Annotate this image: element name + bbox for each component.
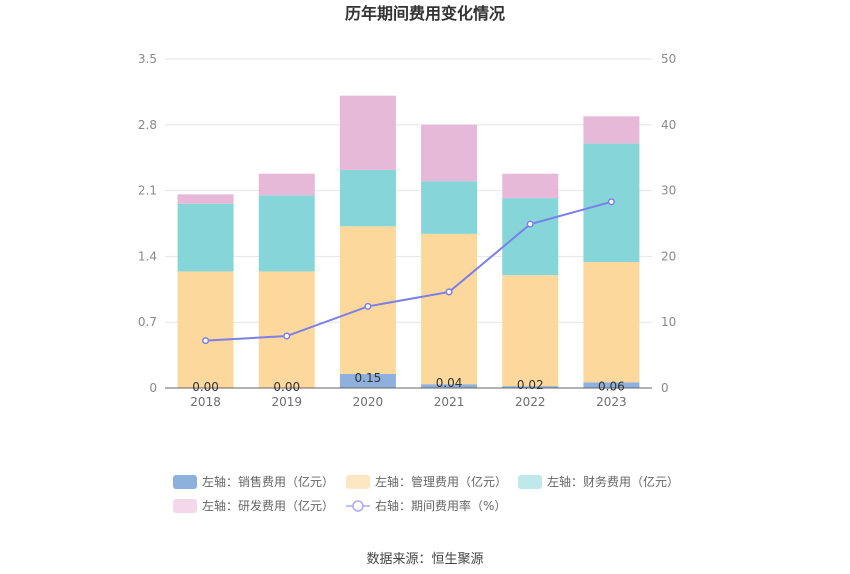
x-tick-label: 2020 xyxy=(353,395,384,409)
bar-2019-series-3 xyxy=(258,195,315,272)
right-tick-label: 10 xyxy=(661,315,676,329)
rate-line xyxy=(202,198,615,345)
source-note: 数据来源：恒生聚源 xyxy=(366,552,483,567)
x-tick-label: 2023 xyxy=(596,395,627,409)
bar-2020-series-2 xyxy=(339,226,396,374)
bar-2022-series-1 xyxy=(502,386,559,388)
legend-item-4[interactable]: 左轴：研发费用（亿元） xyxy=(173,498,334,513)
rate-point-2023 xyxy=(607,198,615,206)
data-label-2022: 0.02 xyxy=(517,378,544,392)
bar-2020-series-4 xyxy=(339,95,396,170)
legend-marker xyxy=(352,500,364,512)
right-tick-label: 30 xyxy=(661,184,676,198)
legend-swatch xyxy=(173,475,197,489)
legend-label: 右轴：期间费用率（%） xyxy=(375,498,506,513)
data-label-2021: 0.04 xyxy=(436,376,463,390)
legend-label: 左轴：销售费用（亿元） xyxy=(202,474,334,489)
rate-point-2021 xyxy=(445,288,453,296)
rate-point-2022 xyxy=(526,220,534,228)
bar-2020-series-3 xyxy=(339,169,396,227)
rate-point-2018 xyxy=(202,337,210,345)
left-tick-label: 3.5 xyxy=(138,52,157,66)
right-tick-label: 50 xyxy=(661,52,676,66)
left-tick-label: 2.1 xyxy=(138,184,157,198)
bar-2020-series-1 xyxy=(339,373,396,388)
bars xyxy=(177,95,640,388)
grid-lines xyxy=(165,58,652,323)
rate-point-2019 xyxy=(283,332,291,340)
bar-2022-series-4 xyxy=(502,173,559,199)
left-tick-label: 0 xyxy=(149,381,157,395)
x-tick-labels: 2018 2019 2020 2021 2022 2023 xyxy=(190,395,626,409)
left-tick-label: 0.7 xyxy=(138,315,157,329)
legend-item-1[interactable]: 左轴：销售费用（亿元） xyxy=(173,474,334,489)
legend-label: 左轴：财务费用（亿元） xyxy=(547,474,679,489)
data-label-2020: 0.15 xyxy=(355,371,382,385)
legend-item-5[interactable]: 右轴：期间费用率（%） xyxy=(346,498,506,513)
bar-2023-series-1 xyxy=(583,382,640,388)
chart-title: 历年期间费用变化情况 xyxy=(345,4,505,23)
data-labels: 0.00 0.00 0.15 0.04 0.02 0.06 xyxy=(192,371,625,394)
legend-label: 左轴：管理费用（亿元） xyxy=(375,474,507,489)
data-label-2018: 0.00 xyxy=(192,380,219,394)
rate-line-path xyxy=(205,200,612,342)
legend-item-2[interactable]: 左轴：管理费用（亿元） xyxy=(346,474,507,489)
bar-2021-series-4 xyxy=(421,124,478,182)
bar-2021-series-3 xyxy=(421,181,478,234)
legend-label: 左轴：研发费用（亿元） xyxy=(202,498,334,513)
legend: 左轴：销售费用（亿元） 左轴：管理费用（亿元） 左轴：财务费用（亿元） 左轴：研发费用… xyxy=(173,474,679,513)
bar-2022-series-3 xyxy=(502,198,559,276)
bar-2023-series-4 xyxy=(583,116,640,144)
legend-item-3[interactable]: 左轴：财务费用（亿元） xyxy=(518,474,679,489)
legend-swatch xyxy=(518,475,542,489)
x-tick-label: 2018 xyxy=(190,395,221,409)
bar-2018-series-2 xyxy=(177,271,234,388)
right-tick-label: 0 xyxy=(661,381,669,395)
bar-2023-series-2 xyxy=(583,262,640,383)
bar-2021-series-1 xyxy=(421,384,478,388)
legend-swatch xyxy=(346,475,370,489)
x-tick-label: 2021 xyxy=(434,395,465,409)
rate-point-2020 xyxy=(364,302,372,310)
bar-2019-series-4 xyxy=(258,173,315,196)
left-tick-label: 2.8 xyxy=(138,118,157,132)
right-tick-label: 40 xyxy=(661,118,676,132)
x-tick-label: 2019 xyxy=(271,395,302,409)
left-axis: 0 0.7 1.4 2.1 2.8 3.5 xyxy=(138,52,157,395)
bar-2022-series-2 xyxy=(502,275,559,387)
x-tick-label: 2022 xyxy=(515,395,546,409)
bar-2021-series-2 xyxy=(421,233,478,385)
data-label-2023: 0.06 xyxy=(598,379,625,393)
left-tick-label: 1.4 xyxy=(138,249,157,263)
right-tick-label: 20 xyxy=(661,249,676,263)
bar-2018-series-3 xyxy=(177,203,234,272)
data-label-2019: 0.00 xyxy=(273,380,300,394)
bar-2018-series-4 xyxy=(177,194,234,204)
legend-swatch xyxy=(173,499,197,513)
right-axis: 0 10 20 30 40 50 xyxy=(661,52,676,395)
